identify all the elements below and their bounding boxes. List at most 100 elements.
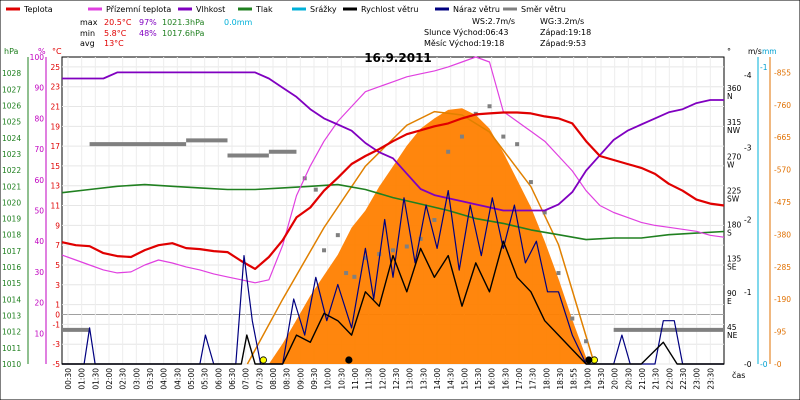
- temp-tick: -1: [53, 320, 61, 329]
- stat-wg: WG:3.2m/s: [540, 17, 584, 26]
- hpa-tick: 1028: [2, 69, 21, 78]
- wind-direction-point: [432, 217, 437, 222]
- dir-tick-deg: 225: [727, 186, 742, 195]
- wm-tick: -570: [774, 166, 791, 175]
- stat-hum: 97%: [139, 18, 157, 27]
- ms-tick: -1: [744, 288, 752, 297]
- time-tick: 10:30: [337, 368, 346, 390]
- stat-press: 1017.6hPa: [162, 29, 205, 38]
- time-tick: 11:30: [365, 368, 374, 390]
- pct-tick: 50: [34, 207, 44, 216]
- temp-tick: 0: [55, 310, 60, 319]
- temp-tick: 25: [50, 63, 60, 72]
- dir-tick-name: E: [727, 297, 732, 306]
- legend-label: Teplota: [23, 5, 53, 14]
- ms-tick: -2: [744, 216, 752, 225]
- time-tick: 15:00: [460, 368, 469, 390]
- time-tick: 01:30: [91, 368, 100, 390]
- sun-theoretical-curve: [246, 110, 596, 365]
- time-tick: 16:00: [488, 368, 497, 390]
- dir-tick-name: SE: [727, 263, 737, 272]
- hpa-tick: 1012: [2, 328, 21, 337]
- pct-tick: 10: [34, 329, 44, 338]
- axis-unit-temp: °C: [52, 47, 62, 56]
- time-tick: 04:00: [160, 368, 169, 390]
- wm-tick: -0: [774, 360, 782, 369]
- hpa-tick: 1023: [2, 150, 21, 159]
- stats-panel: max 20.5°C 97% 1021.3hPa 0.0mm min 5.8°C 48% 101…: [80, 17, 591, 48]
- time-tick: 23:00: [693, 368, 702, 390]
- hpa-tick: 1027: [2, 85, 21, 94]
- wind-direction-point: [515, 142, 520, 147]
- hpa-tick: 1020: [2, 198, 21, 207]
- time-tick: 08:00: [269, 368, 278, 390]
- dir-tick-name: N: [727, 92, 733, 101]
- pct-tick: 40: [34, 237, 44, 246]
- time-tick: 16:30: [501, 368, 510, 390]
- wind-direction-point: [459, 134, 464, 139]
- stat-temp: 5.8°C: [104, 29, 127, 38]
- temp-tick: 11: [50, 202, 60, 211]
- hpa-tick: 1022: [2, 166, 21, 175]
- dir-tick-deg: 135: [727, 255, 742, 264]
- time-tick: 03:00: [132, 368, 141, 390]
- dir-tick-deg: 90: [727, 289, 737, 298]
- time-tick: 06:00: [214, 368, 223, 390]
- wind-direction-point: [501, 134, 506, 139]
- pct-tick: 20: [34, 299, 44, 308]
- dir-tick-name: W: [727, 160, 735, 169]
- dir-tick-deg: 180: [727, 221, 742, 230]
- time-tick: 17:00: [515, 368, 524, 390]
- time-tick: 13:30: [419, 368, 428, 390]
- axis-unit-pct: %: [38, 47, 46, 56]
- temp-tick: 13: [50, 182, 60, 191]
- wind-direction-point: [352, 274, 357, 279]
- pct-tick: 90: [34, 84, 44, 93]
- stat-press: 1021.3hPa: [162, 18, 205, 27]
- wind-direction-point: [322, 248, 327, 253]
- wind-direction-point: [487, 104, 492, 109]
- time-tick: 20:30: [624, 368, 633, 390]
- time-tick: 05:30: [201, 368, 210, 390]
- dir-tick-name: S: [727, 229, 732, 238]
- solar-radiation-area: [268, 108, 589, 364]
- time-tick: 01:00: [78, 368, 87, 390]
- time-tick: 05:00: [187, 368, 196, 390]
- axis-unit-hpa: hPa: [4, 47, 19, 56]
- time-tick: 14:00: [433, 368, 442, 390]
- hpa-tick: 1014: [2, 295, 21, 304]
- time-tick: 13:00: [406, 368, 415, 390]
- time-tick: 09:00: [296, 368, 305, 390]
- stat-hum: 48%: [139, 29, 157, 38]
- wind-direction-point: [363, 255, 368, 260]
- legend-label: Rychlost větru: [361, 5, 418, 14]
- pressure-line: [61, 183, 725, 241]
- wm-tick: -855: [774, 68, 791, 77]
- stat-moon: Měsíc Východ:19:18: [424, 39, 504, 48]
- ms-tick: -0: [744, 360, 752, 369]
- stat-moon-set: Západ:9:53: [540, 39, 586, 48]
- time-tick: 14:30: [447, 368, 456, 390]
- stat-sun-set: Západ:19:18: [540, 28, 591, 37]
- ms-tick: -3: [744, 143, 752, 152]
- axis-unit-mm: mm: [762, 47, 777, 56]
- temp-tick: 21: [50, 103, 60, 112]
- time-tick: 11:00: [351, 368, 360, 390]
- hpa-tick: 1021: [2, 182, 21, 191]
- wind-direction-point: [313, 187, 318, 192]
- temp-tick: 19: [50, 122, 60, 131]
- wm-tick: -285: [774, 263, 791, 272]
- wind-direction-point: [556, 271, 561, 276]
- temp-tick: 23: [50, 83, 60, 92]
- dir-tick-name: NE: [727, 331, 738, 340]
- wm-tick: -475: [774, 198, 791, 207]
- marker-moonset: [345, 356, 353, 364]
- stat-label: min: [80, 29, 95, 38]
- dir-tick-deg: 270: [727, 152, 742, 161]
- time-tick: 21:30: [652, 368, 661, 390]
- wind-direction-point: [570, 316, 575, 321]
- temp-tick: 1: [55, 301, 60, 310]
- hpa-tick: 1024: [2, 134, 21, 143]
- stat-ws: WS:2.7m/s: [472, 17, 515, 26]
- temp-tick: 9: [55, 221, 60, 230]
